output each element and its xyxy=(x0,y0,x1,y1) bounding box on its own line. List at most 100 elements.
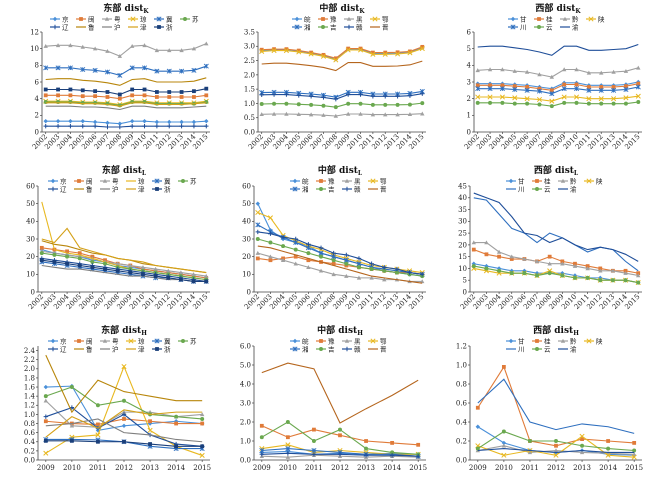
data-point-marker xyxy=(56,93,60,98)
data-point-marker xyxy=(321,112,326,117)
legend-label: 桂 xyxy=(546,14,553,23)
data-point-marker xyxy=(129,43,135,48)
data-point-marker xyxy=(142,43,147,48)
data-point-marker xyxy=(80,88,85,93)
data-point-marker xyxy=(272,47,276,52)
series-黔 xyxy=(475,65,641,79)
y-tick-label: 3 xyxy=(467,78,471,86)
legend-label: 辽 xyxy=(62,23,69,31)
data-point-marker xyxy=(333,56,338,61)
legend-label: 琼 xyxy=(140,14,147,23)
legend-marker xyxy=(346,16,352,21)
data-point-marker xyxy=(154,119,160,125)
series-陕 xyxy=(475,93,641,104)
data-point-marker xyxy=(312,427,316,432)
legend-label: 黔 xyxy=(570,176,577,185)
legend-label: 陕 xyxy=(598,14,605,23)
data-point-marker xyxy=(475,68,480,73)
data-point-marker xyxy=(407,112,413,117)
series-赣 xyxy=(255,229,425,277)
data-point-marker xyxy=(204,123,209,129)
x-tick-label: 2014 xyxy=(599,464,617,472)
y-tick-label: 0.0 xyxy=(456,456,467,464)
data-point-marker xyxy=(65,254,70,259)
y-tick-label: 0.4 xyxy=(24,438,36,446)
data-point-marker xyxy=(285,442,291,448)
legend-label: 粤 xyxy=(112,336,119,345)
data-point-marker xyxy=(488,83,492,88)
chart-p22: 中部 distL皖豫黑鄂湘吉赣晋010203040506020022003200… xyxy=(242,164,426,311)
legend: 皖 豫 黑 鄂湘 吉 赣 晋 xyxy=(292,14,389,31)
data-point-marker xyxy=(512,95,518,101)
y-tick-label: 5.0 xyxy=(240,361,251,369)
data-point-marker xyxy=(284,101,289,106)
legend-label: 赣 xyxy=(356,22,363,31)
data-point-marker xyxy=(499,94,505,100)
data-point-marker xyxy=(382,51,388,57)
data-point-marker xyxy=(142,123,147,129)
data-point-marker xyxy=(572,273,578,278)
data-point-marker xyxy=(554,443,558,448)
legend-label: 桂 xyxy=(544,176,551,185)
data-point-marker xyxy=(117,124,123,130)
legend: 京 闽 粤 琼 冀 苏辽 鲁 沪 津 浙 xyxy=(48,176,197,193)
data-point-marker xyxy=(259,435,264,440)
data-point-marker xyxy=(321,103,326,108)
data-point-marker xyxy=(356,275,362,280)
y-tick-label: 0.2 xyxy=(456,437,467,445)
data-point-marker xyxy=(635,93,641,99)
legend-label: 鄂 xyxy=(380,336,387,345)
y-tick-label: 20 xyxy=(26,253,35,261)
legend-label: 皖 xyxy=(302,176,309,185)
data-point-marker xyxy=(636,280,641,285)
data-point-marker xyxy=(130,87,135,92)
y-tick-label: 50 xyxy=(26,200,35,208)
legend-marker xyxy=(102,178,108,183)
data-point-marker xyxy=(623,270,628,275)
chart-title: 东部 distH xyxy=(101,324,147,337)
x-tick-label: 2010 xyxy=(495,464,513,472)
series-湘 xyxy=(255,222,425,277)
x-tick-label: 2013 xyxy=(141,464,159,472)
series-line xyxy=(41,259,207,282)
data-point-marker xyxy=(573,261,577,266)
y-tick-label: 25 xyxy=(458,230,467,238)
legend-marker xyxy=(560,178,566,183)
data-point-marker xyxy=(117,121,123,126)
data-point-marker xyxy=(527,439,532,443)
data-point-marker xyxy=(501,429,506,434)
data-point-marker xyxy=(497,268,502,273)
chart-p23: 西部 distL甘桂黔陕川云渝0510152025303540452002200… xyxy=(458,164,642,311)
series-line xyxy=(477,378,635,434)
data-point-marker xyxy=(179,101,184,106)
data-point-marker xyxy=(255,201,260,206)
chart-p32: 中部 distH 皖 豫 黑 鄂湘 吉 赣 晋 0.0 1.0 2.0 3.0 4.0 5.0 6.0 200… xyxy=(240,324,427,472)
data-point-marker xyxy=(632,448,637,453)
data-point-marker xyxy=(142,65,148,71)
data-point-marker xyxy=(333,105,338,110)
data-point-marker xyxy=(358,92,363,97)
y-tick-label: 3.5 xyxy=(244,28,255,36)
data-point-marker xyxy=(271,48,277,54)
legend-label: 晋 xyxy=(380,185,387,193)
data-point-marker xyxy=(179,123,184,129)
series-吉 xyxy=(259,420,421,457)
series-line xyxy=(261,421,419,455)
legend-label: 晋 xyxy=(382,23,389,31)
data-point-marker xyxy=(121,423,127,428)
data-point-marker xyxy=(394,270,399,275)
x-tick-label: 2011 xyxy=(305,464,323,472)
data-point-marker xyxy=(537,72,542,77)
data-point-marker xyxy=(395,51,401,57)
legend-marker xyxy=(537,17,541,21)
data-point-marker xyxy=(121,363,127,370)
series-京 xyxy=(43,118,209,126)
legend-marker xyxy=(510,24,516,30)
data-point-marker xyxy=(204,93,209,98)
x-tick-label: 2010 xyxy=(63,464,81,472)
legend: 京 闽 粤 琼 冀 苏辽 鲁 沪 津 浙 xyxy=(48,336,197,353)
legend-marker xyxy=(292,346,298,352)
y-tick-label: 10 xyxy=(30,45,39,53)
data-point-marker xyxy=(167,101,172,106)
series-line xyxy=(45,43,207,57)
